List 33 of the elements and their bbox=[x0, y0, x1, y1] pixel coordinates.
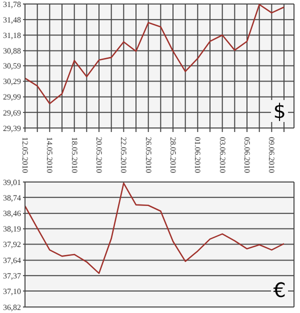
x-tick-label: 03.06.2010 bbox=[218, 137, 227, 173]
x-tick-label: 01.06.2010 bbox=[193, 137, 202, 173]
y-tick-label: 38,19 bbox=[3, 224, 21, 234]
y-tick-label: 30,59 bbox=[3, 62, 21, 71]
annotation: € bbox=[271, 278, 288, 302]
annotation: $ bbox=[271, 99, 288, 123]
y-tick-label: 29,99 bbox=[3, 92, 21, 102]
y-tick-label: 36,82 bbox=[3, 302, 21, 312]
x-tick-label: 12.05.2010 bbox=[20, 137, 30, 173]
y-tick-label: 37,37 bbox=[3, 271, 21, 280]
y-tick-label: 29,39 bbox=[3, 124, 21, 133]
y-tick-label: 31,18 bbox=[3, 30, 21, 40]
x-tick-label: 05.06.2010 bbox=[242, 137, 252, 173]
y-tick-label: 39,01 bbox=[3, 178, 21, 187]
x-tick-label: 18.05.2010 bbox=[70, 137, 79, 173]
y-tick-label: 30,29 bbox=[3, 77, 21, 86]
x-tick-label: 22.05.2010 bbox=[119, 137, 128, 173]
x-tick-label: 26.05.2010 bbox=[144, 137, 153, 173]
x-tick-label: 14.05.2010 bbox=[45, 137, 54, 173]
y-tick-label: 31,78 bbox=[3, 0, 21, 9]
y-tick-label: 31,48 bbox=[3, 15, 21, 24]
y-tick-label: 37,64 bbox=[3, 256, 21, 266]
y-tick-label: 29,69 bbox=[3, 108, 21, 118]
y-tick-label: 37,92 bbox=[3, 240, 21, 250]
y-tick-label: 37,10 bbox=[3, 286, 21, 296]
y-tick-label: 38,46 bbox=[3, 209, 21, 218]
y-tick-label: 38,74 bbox=[3, 193, 21, 202]
line-series bbox=[25, 4, 284, 104]
x-tick-label: 28.05.2010 bbox=[168, 137, 178, 173]
y-tick-label: 30,88 bbox=[3, 46, 21, 56]
x-tick-label: 09.06.2010 bbox=[267, 137, 276, 173]
x-tick-label: 20.05.2010 bbox=[94, 137, 104, 173]
line-series bbox=[25, 182, 284, 274]
